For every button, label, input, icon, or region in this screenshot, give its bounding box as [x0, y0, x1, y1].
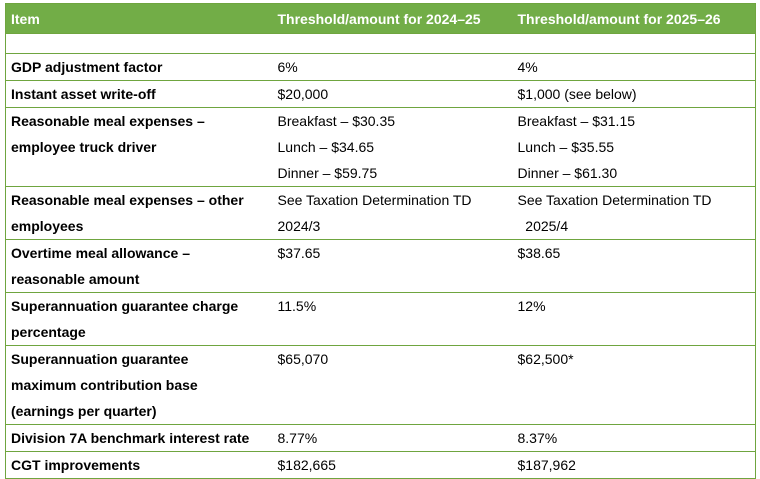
table-row: Instant asset write-off $20,000 $1,000 (se…	[5, 80, 756, 108]
text-line: Dinner – $59.75	[277, 165, 378, 181]
table-row: GDP adjustment factor 6% 4%	[5, 53, 756, 81]
value-cell-2025-26: $62,500*	[512, 345, 756, 425]
text-line: 4%	[517, 59, 538, 75]
value-cell-2025-26	[512, 33, 756, 54]
text-line: 11.5%	[277, 298, 317, 314]
item-cell: Superannuation guarantee maximum contribu…	[5, 345, 273, 425]
text-line: See Taxation Determination TD	[517, 192, 712, 208]
text-line: Lunch – $34.65	[277, 139, 375, 155]
value-cell-2025-26: 12%	[512, 292, 756, 346]
item-cell: GDP adjustment factor	[5, 53, 273, 81]
text-line: $1,000 (see below)	[517, 86, 637, 102]
text-line: Overtime meal allowance –	[11, 245, 190, 261]
text-line: percentage	[11, 324, 86, 340]
text-line: $38.65	[517, 245, 561, 261]
text-line: 12%	[517, 298, 546, 314]
value-cell-2024-25: See Taxation Determination TD 2024/3	[272, 186, 513, 240]
item-cell: Overtime meal allowance – reasonable amou…	[5, 239, 273, 293]
value-cell-2024-25: $37.65	[272, 239, 513, 293]
table-row: Division 7A benchmark interest rate 8.77%…	[5, 424, 756, 452]
table-row	[5, 33, 756, 54]
value-cell-2025-26: See Taxation Determination TD 2025/4	[512, 186, 756, 240]
text-line: $65,070	[277, 351, 329, 367]
text-line: CGT improvements	[11, 457, 141, 473]
value-cell-2024-25: Breakfast – $30.35 Lunch – $34.65 Dinner –…	[272, 107, 513, 187]
value-cell-2025-26: Breakfast – $31.15 Lunch – $35.55 Dinner –…	[512, 107, 756, 187]
value-cell-2024-25: $20,000	[272, 80, 513, 108]
item-cell: Division 7A benchmark interest rate	[5, 424, 273, 452]
table-row: Reasonable meal expenses – other employee…	[5, 186, 756, 240]
text-line: maximum contribution base	[11, 377, 198, 393]
item-cell: Superannuation guarantee charge percentag…	[5, 292, 273, 346]
table-row: Reasonable meal expenses – employee truck…	[5, 107, 756, 187]
text-line: Breakfast – $31.15	[517, 113, 636, 129]
table-body: GDP adjustment factor 6% 4% Instant asset w…	[5, 33, 756, 479]
text-line: $62,500*	[517, 351, 574, 367]
text-line: Superannuation guarantee	[11, 351, 189, 367]
text-line: GDP adjustment factor	[11, 59, 163, 75]
text-line: 6%	[277, 59, 298, 75]
text-line: Lunch – $35.55	[517, 139, 615, 155]
table-row: Overtime meal allowance – reasonable amou…	[5, 239, 756, 293]
value-cell-2025-26: 8.37%	[512, 424, 756, 452]
table-header: Item Threshold/amount for 2024–25 Thresh…	[5, 3, 756, 34]
text-line: 8.77%	[277, 430, 318, 446]
text-line: Superannuation guarantee charge	[11, 298, 239, 314]
text-line: employee truck driver	[11, 139, 157, 155]
value-cell-2024-25: 8.77%	[272, 424, 513, 452]
item-cell: CGT improvements	[5, 451, 273, 479]
text-line: Breakfast – $30.35	[277, 113, 396, 129]
value-cell-2024-25: 11.5%	[272, 292, 513, 346]
text-line: Reasonable meal expenses – other	[11, 192, 244, 208]
text-line: $37.65	[277, 245, 321, 261]
text-line: reasonable amount	[11, 271, 140, 287]
value-cell-2024-25: $65,070	[272, 345, 513, 425]
text-line: Division 7A benchmark interest rate	[11, 430, 250, 446]
table-row: Superannuation guarantee charge percentag…	[5, 292, 756, 346]
value-cell-2025-26: $38.65	[512, 239, 756, 293]
table-row: Superannuation guarantee maximum contribu…	[5, 345, 756, 425]
text-line: See Taxation Determination TD	[277, 192, 472, 208]
text-line: employees	[11, 218, 84, 234]
text-line: $187,962	[517, 457, 576, 473]
text-line: 2025/4	[517, 218, 569, 234]
column-header-threshold-2025-26: Threshold/amount for 2025–26	[512, 3, 756, 34]
text-line: $182,665	[277, 457, 336, 473]
value-cell-2024-25: $182,665	[272, 451, 513, 479]
value-cell-2025-26: $1,000 (see below)	[512, 80, 756, 108]
text-line: 2024/3	[277, 218, 321, 234]
text-line: Dinner – $61.30	[517, 165, 618, 181]
table-row: CGT improvements $182,665 $187,962	[5, 451, 756, 479]
column-header-item: Item	[5, 3, 273, 34]
value-cell-2025-26: 4%	[512, 53, 756, 81]
value-cell-2024-25	[272, 33, 513, 54]
text-line: Reasonable meal expenses –	[11, 113, 205, 129]
text-line: Instant asset write-off	[11, 86, 156, 102]
text-line: $20,000	[277, 86, 329, 102]
item-cell	[5, 33, 273, 54]
text-line: 8.37%	[517, 430, 558, 446]
header-row: Item Threshold/amount for 2024–25 Thresh…	[5, 3, 756, 34]
value-cell-2024-25: 6%	[272, 53, 513, 81]
column-header-threshold-2024-25: Threshold/amount for 2024–25	[272, 3, 513, 34]
item-cell: Reasonable meal expenses – employee truck…	[5, 107, 273, 187]
item-cell: Reasonable meal expenses – other employee…	[5, 186, 273, 240]
threshold-table: Item Threshold/amount for 2024–25 Thresh…	[5, 3, 756, 479]
item-cell: Instant asset write-off	[5, 80, 273, 108]
value-cell-2025-26: $187,962	[512, 451, 756, 479]
text-line: (earnings per quarter)	[11, 403, 157, 419]
